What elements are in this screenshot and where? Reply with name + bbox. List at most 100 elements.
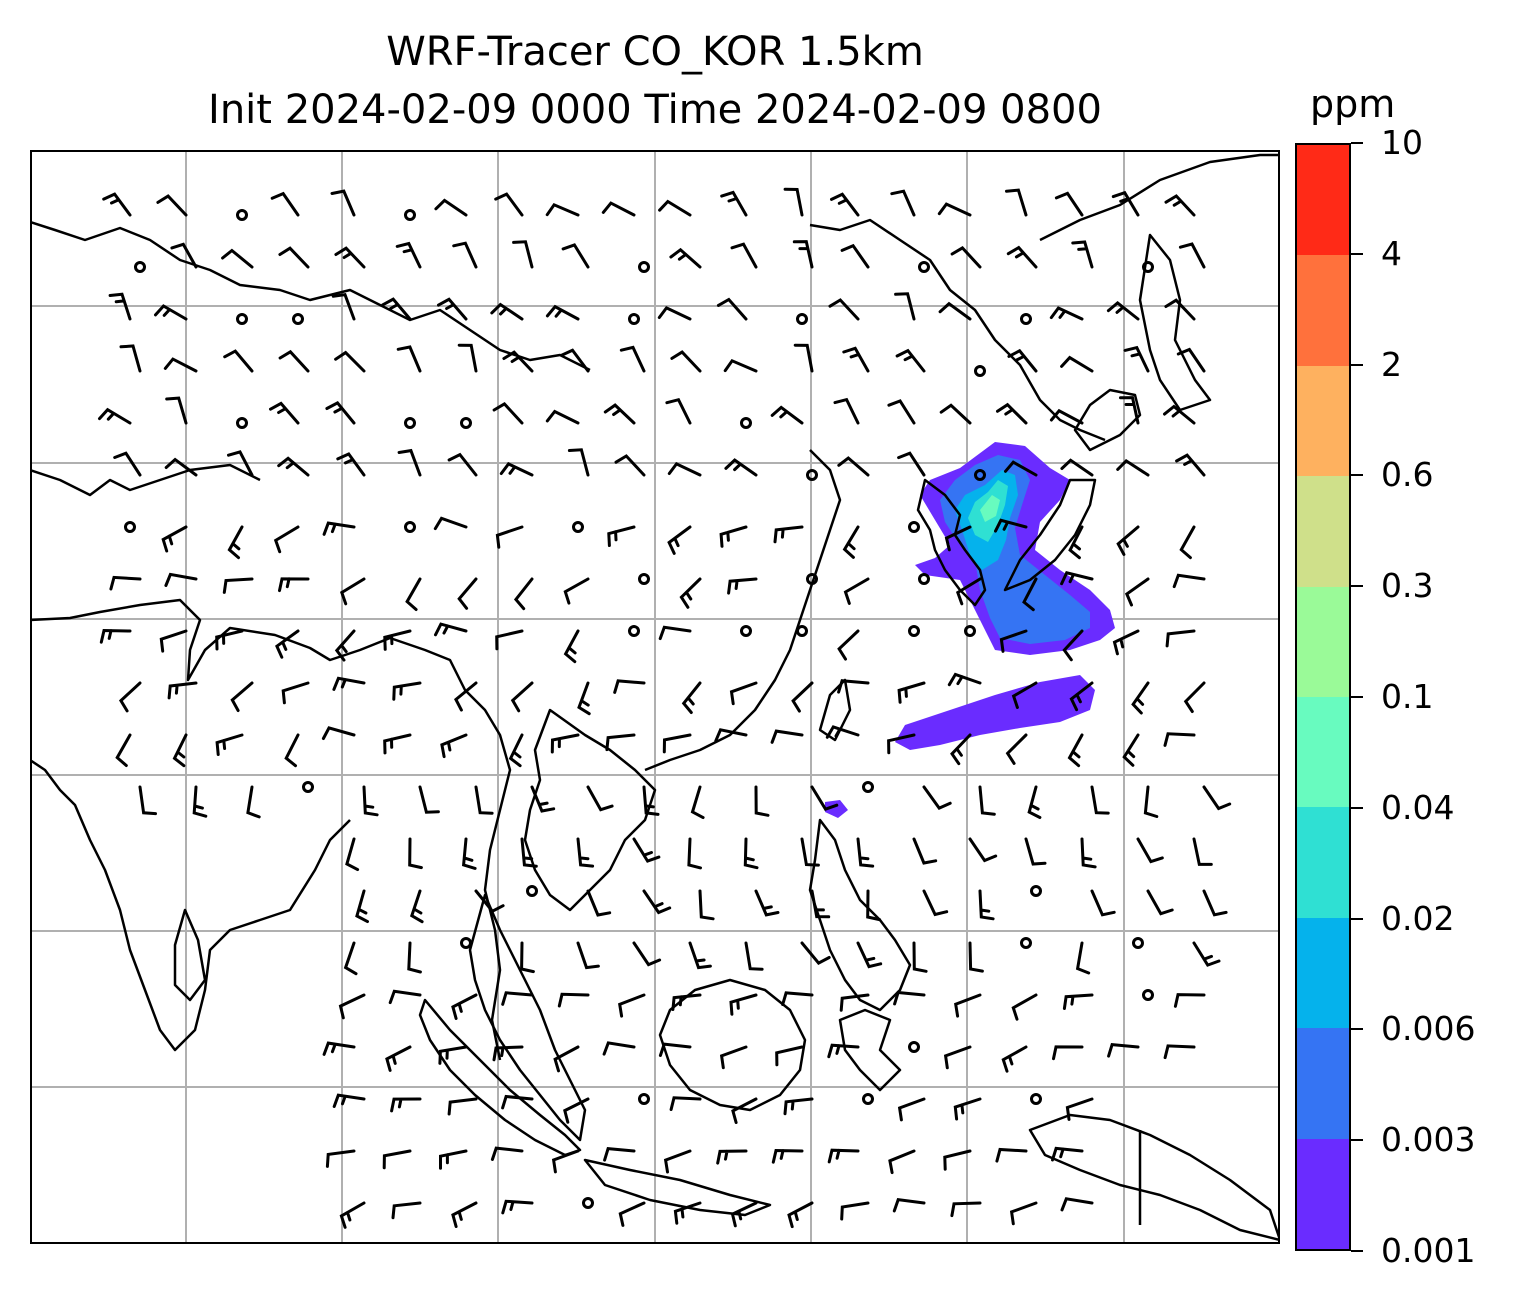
coast-japan: [1003, 388, 1142, 592]
wind-barb: [339, 1201, 366, 1229]
wind-barb: [457, 343, 478, 373]
wind-barb: [390, 1097, 422, 1113]
wind-barb: [1049, 408, 1084, 425]
wind-barb: [1009, 1201, 1038, 1226]
wind-barb: [334, 246, 366, 269]
wind-barb: [669, 1096, 702, 1111]
wind-barb: [454, 681, 478, 712]
co-tracer-plume: [825, 442, 1115, 818]
wind-barb: [937, 202, 972, 217]
coast-indochina: [523, 708, 657, 912]
coast-sumatra: [418, 998, 582, 1157]
calm-wind-marker: [740, 625, 752, 637]
wind-barb: [550, 733, 580, 754]
wind-barb: [642, 889, 672, 915]
coast-korea: [916, 478, 987, 607]
wind-barb: [451, 1201, 478, 1228]
wind-barb: [729, 993, 758, 1016]
wind-barb: [438, 1045, 468, 1065]
wind-barb: [510, 681, 534, 713]
wind-barb: [783, 1097, 814, 1116]
wind-barb: [405, 577, 422, 611]
wind-barb: [830, 192, 860, 217]
wind-barb: [513, 577, 534, 611]
wind-barb: [154, 304, 188, 321]
wind-barb: [321, 726, 356, 740]
wind-barb: [325, 401, 356, 425]
calm-wind-marker: [638, 573, 650, 585]
wind-barb: [842, 525, 860, 559]
wind-barb: [771, 1148, 804, 1164]
wind-barb: [793, 343, 814, 373]
colorbar-tick-mark: [1351, 1028, 1363, 1031]
wind-barb: [658, 199, 692, 217]
wind-barb: [495, 525, 524, 549]
wind-barb: [912, 941, 928, 973]
wind-barb: [1069, 681, 1094, 712]
calm-wind-marker: [974, 365, 986, 377]
wind-barb: [840, 1201, 870, 1221]
colorbar-tick-label: 0.04: [1381, 787, 1455, 827]
colorbar-tick-mark: [1351, 696, 1363, 698]
wind-barb: [754, 889, 780, 917]
colorbar-tick-label: 0.003: [1381, 1120, 1476, 1160]
calm-wind-marker: [582, 1197, 594, 1209]
wind-barb: [1090, 785, 1110, 815]
wind-barb: [607, 525, 636, 547]
wind-barb: [939, 403, 972, 425]
wind-barb: [978, 889, 995, 921]
calm-wind-marker: [918, 573, 930, 585]
calm-wind-marker: [572, 521, 584, 533]
wind-barb: [1051, 1146, 1084, 1162]
wind-barb: [618, 1201, 646, 1227]
colorbar-tick-label: 0.6: [1381, 455, 1434, 495]
wind-barb: [968, 941, 984, 973]
wind-barb: [968, 837, 998, 863]
wind-barb: [1124, 577, 1150, 607]
wind-barb: [495, 629, 524, 651]
wind-barb: [501, 1094, 534, 1110]
wind-barb: [716, 1149, 748, 1165]
wind-barb: [681, 681, 702, 714]
wind-barb: [1116, 525, 1140, 556]
wind-barb: [1071, 240, 1094, 269]
wind-barb: [102, 192, 132, 217]
wind-barb: [1178, 242, 1206, 269]
wind-barb: [996, 402, 1028, 425]
wind-barb: [1106, 300, 1140, 321]
calm-wind-marker: [1020, 937, 1032, 949]
wind-barb: [800, 941, 831, 965]
wind-barb: [322, 1041, 356, 1056]
wind-barb: [269, 401, 300, 425]
wind-barb: [994, 518, 1028, 533]
wind-barb: [437, 297, 468, 321]
wind-barb: [99, 628, 132, 644]
wind-barb: [278, 577, 310, 593]
wind-barb: [336, 452, 366, 477]
wind-barb: [343, 941, 358, 976]
colorbar-segment-4: [1297, 696, 1349, 808]
wind-barb: [383, 629, 412, 651]
wind-barb: [530, 785, 556, 813]
wind-barb: [355, 889, 369, 924]
calm-wind-marker: [526, 885, 538, 897]
wind-barb: [887, 399, 916, 425]
wind-barb: [1060, 1197, 1094, 1212]
wind-barb: [716, 297, 748, 321]
wind-barb: [839, 993, 870, 1012]
wind-barb: [1202, 785, 1232, 811]
wind-barb: [563, 577, 590, 605]
wind-barb: [1165, 629, 1196, 648]
wind-barb: [613, 679, 646, 694]
wind-barb: [744, 941, 764, 971]
calm-wind-marker: [862, 781, 874, 793]
wind-barb: [731, 1097, 758, 1124]
wind-barb: [1112, 629, 1140, 656]
wind-barb: [954, 993, 982, 1018]
wind-barb: [1052, 1045, 1084, 1061]
wind-barb: [665, 397, 692, 425]
wind-barb: [277, 456, 310, 477]
wind-barb: [382, 1149, 412, 1170]
wind-barb: [619, 345, 646, 373]
wind-barb: [1062, 629, 1084, 662]
